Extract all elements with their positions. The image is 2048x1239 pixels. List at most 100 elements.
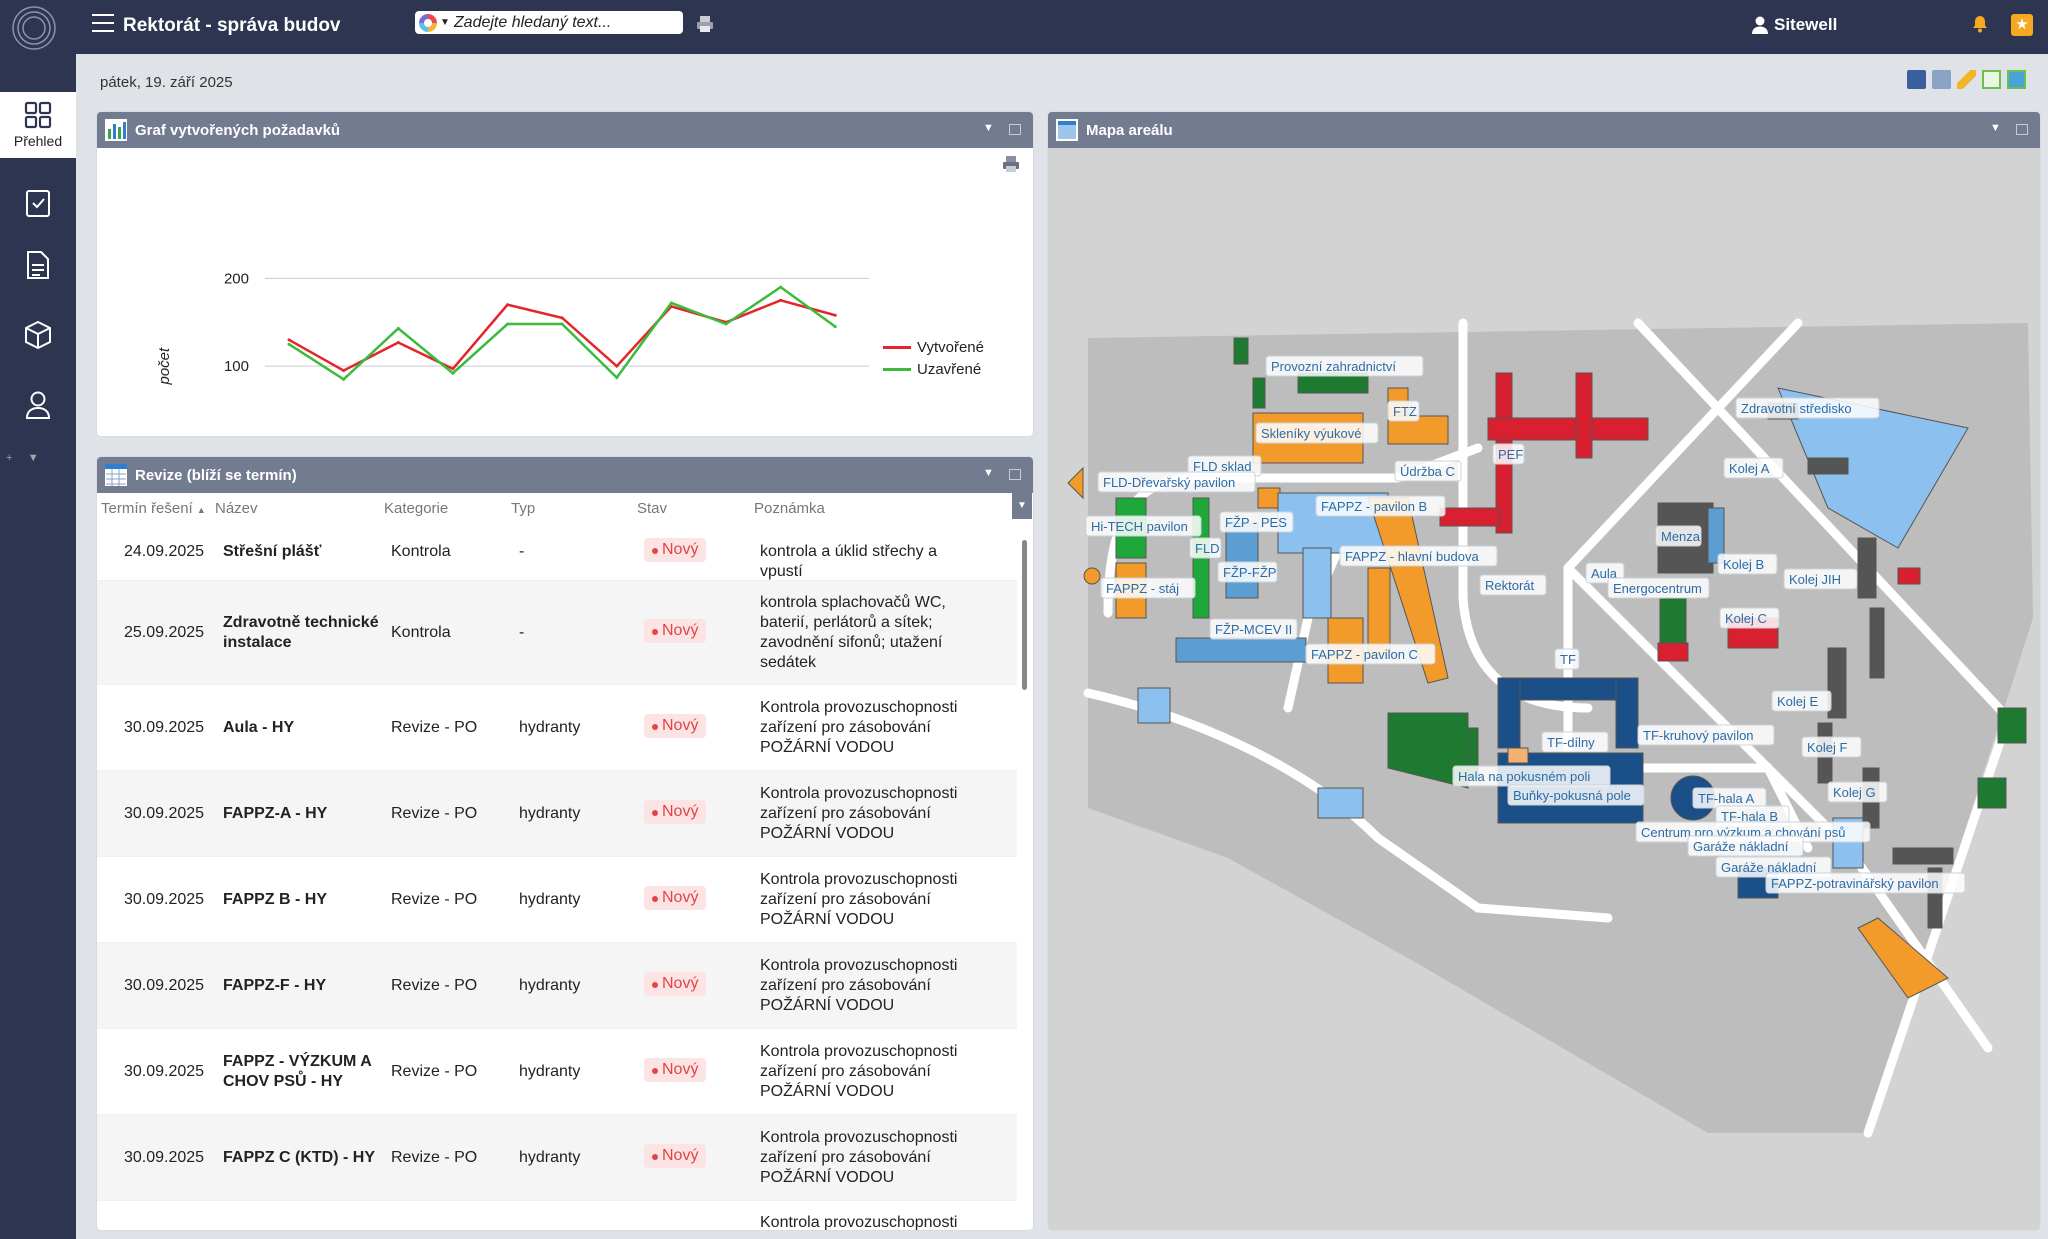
table-row[interactable]: 25.09.2025 Zdravotně technické instalace K… — [97, 581, 1017, 685]
sidebar-item-documents[interactable] — [0, 230, 76, 300]
column-header-status[interactable]: Stav — [637, 500, 668, 517]
map-building-label[interactable]: Hi-TECH pavilon — [1085, 515, 1202, 537]
map-label-background — [1305, 643, 1436, 665]
layout-icon[interactable] — [1932, 70, 1951, 89]
map-building-label[interactable]: FTZ — [1387, 400, 1420, 422]
edit-pencil-icon[interactable] — [1957, 70, 1976, 89]
table-row[interactable]: 30.09.2025 Aula - HY Revize - PO hydranty No… — [97, 685, 1017, 771]
person-icon — [25, 391, 51, 419]
sidebar-item-overview[interactable]: Přehled — [0, 92, 76, 158]
row-name: Zdravotně technické instalace — [223, 614, 379, 651]
column-header-deadline[interactable]: Termín řešení ▲ — [101, 500, 206, 517]
status-badge: Nový — [644, 1058, 707, 1082]
bell-icon[interactable] — [1970, 14, 1990, 34]
map-building-label[interactable]: FAPPZ - pavilon B — [1315, 495, 1446, 517]
y-tick-label: 200 — [224, 270, 249, 287]
row-type: hydranty — [519, 1063, 581, 1080]
table-scrollbar[interactable] — [1022, 540, 1027, 690]
map-label-text: TF-kruhový pavilon — [1643, 728, 1754, 743]
sidebar-item-tasks[interactable] — [0, 176, 76, 230]
map-building-label[interactable]: Kolej G — [1827, 781, 1888, 803]
map-building-label[interactable]: FŽP-FŽP — [1217, 561, 1278, 583]
map-building-label[interactable]: Kolej A — [1723, 457, 1784, 479]
map-building-label[interactable]: FLD sklad — [1187, 455, 1262, 477]
map-building-label[interactable]: Zdravotní středisko — [1735, 397, 1880, 419]
column-header-type[interactable]: Typ — [511, 500, 536, 517]
legend-entry[interactable]: Vytvořené — [883, 336, 984, 358]
map-label-text: Kolej B — [1723, 557, 1764, 572]
map-building-label[interactable]: Energocentrum — [1607, 577, 1710, 599]
legend-entry[interactable]: Uzavřené — [883, 358, 984, 380]
map-building-label[interactable]: Kolej E — [1771, 690, 1832, 712]
map-building-label[interactable]: FAPPZ - hlavní budova — [1339, 545, 1498, 567]
panel-maximize-icon[interactable] — [1009, 124, 1021, 135]
map-building-label[interactable]: Kolej B — [1717, 553, 1778, 575]
table-row[interactable]: 30.09.2025 FAPPZ B - HY Revize - PO hydrant… — [97, 857, 1017, 943]
map-label-background — [1783, 568, 1858, 590]
table-row[interactable]: 30.09.2025 FAPPZ C (KTD) - HY Revize - PO h… — [97, 1115, 1017, 1201]
panel-maximize-icon[interactable] — [1009, 469, 1021, 480]
table-row[interactable]: 30.09.2025 FAPPZ-F - HY Revize - PO hydrant… — [97, 943, 1017, 1029]
map-building-label[interactable]: TF-hala B — [1715, 805, 1790, 827]
campus-map[interactable]: Provozní zahradnictví FTZ Zdravotní středi… — [1048, 148, 2040, 1230]
panel-collapse-icon[interactable]: ▼ — [1990, 122, 2001, 134]
map-building-label[interactable]: Hala na pokusném poli — [1452, 765, 1611, 787]
sidebar-item-users[interactable] — [0, 370, 76, 440]
table-row[interactable]: 30.09.2025 FAPPZ - VÝZKUM A CHOV PSŮ - HY… — [97, 1029, 1017, 1115]
map-building-label[interactable]: Garáže nákladní — [1715, 856, 1832, 878]
widget-grid-icon[interactable] — [2007, 70, 2026, 89]
app-logo[interactable] — [10, 4, 58, 52]
user-menu[interactable]: Sitewell — [1752, 15, 1837, 35]
search-input[interactable] — [453, 13, 674, 32]
save-layout-icon[interactable] — [1907, 70, 1926, 89]
map-building-label[interactable]: FAPPZ-potravinářský pavilon — [1765, 872, 1966, 894]
favorites-star-icon[interactable]: ★ — [2011, 14, 2033, 36]
table-row[interactable]: 24.09.2025 Střešní plášť Kontrola - Nový kont… — [97, 523, 1017, 581]
map-building-label[interactable]: Menza — [1655, 525, 1702, 547]
column-header-note[interactable]: Poznámka — [754, 500, 825, 517]
search-box[interactable]: ▼ — [415, 11, 683, 34]
map-building-label[interactable]: FLD — [1189, 537, 1222, 559]
sidebar-expand-icon[interactable]: + ▼ — [6, 452, 39, 464]
map-building-label[interactable]: Rektorát — [1479, 574, 1547, 596]
map-building-label[interactable]: TF-hala A — [1692, 787, 1767, 809]
row-deadline: 30.09.2025 — [124, 977, 205, 994]
column-header-category[interactable]: Kategorie — [384, 500, 449, 517]
map-panel-title: Mapa areálu — [1086, 121, 1173, 139]
map-building-label[interactable]: Garáže nákladní — [1687, 835, 1804, 857]
sidebar-item-buildings[interactable] — [0, 300, 76, 370]
map-building-label[interactable]: FAPPZ - stáj — [1100, 577, 1196, 599]
add-widget-icon[interactable] — [1982, 70, 2001, 89]
table-row[interactable]: 30.09.2025 FAPPZ-A - HY Revize - PO hydrant… — [97, 771, 1017, 857]
user-icon — [1752, 16, 1768, 34]
chevron-down-icon[interactable]: ▼ — [440, 17, 450, 28]
map-building-label[interactable]: FŽP-MCEV II — [1209, 618, 1298, 640]
map-building-label[interactable]: Údržba C — [1394, 460, 1462, 482]
chart-print-icon[interactable] — [1001, 154, 1021, 174]
column-header-name[interactable]: Název — [215, 500, 258, 517]
search-scope-icon[interactable] — [419, 13, 437, 32]
map-building-label[interactable]: Skleníky výukové — [1255, 422, 1379, 444]
map-building-label[interactable]: Kolej JIH — [1783, 568, 1858, 590]
map-label-text: Aula — [1591, 566, 1618, 581]
column-menu-chevron-icon[interactable]: ▼ — [1012, 493, 1032, 519]
panel-collapse-icon[interactable]: ▼ — [983, 122, 994, 134]
map-building-label[interactable]: FLD-Dřevařský pavilon — [1097, 471, 1256, 493]
campus-map-canvas[interactable]: Provozní zahradnictví FTZ Zdravotní středi… — [1048, 148, 2040, 1230]
map-building-label[interactable]: TF-kruhový pavilon — [1637, 724, 1775, 746]
map-building-label[interactable]: TF — [1554, 648, 1580, 670]
panel-maximize-icon[interactable] — [2016, 124, 2028, 135]
data-point — [833, 313, 837, 317]
map-building-label[interactable]: Kolej C — [1719, 607, 1780, 629]
panel-collapse-icon[interactable]: ▼ — [983, 467, 994, 479]
map-building-label[interactable]: Kolej F — [1801, 736, 1862, 758]
map-building-label[interactable]: Buňky-pokusná pole — [1507, 784, 1645, 806]
map-building-label[interactable]: PEF — [1492, 443, 1525, 465]
menu-icon[interactable] — [92, 14, 114, 34]
map-building-label[interactable]: Provozní zahradnictví — [1265, 355, 1424, 377]
map-building-label[interactable]: FŽP - PES — [1219, 511, 1294, 533]
map-building-label[interactable]: FAPPZ - pavilon C — [1305, 643, 1436, 665]
table-row[interactable]: Kontrola provozuschopnosti — [97, 1201, 1017, 1230]
map-building-label[interactable]: TF-dílny — [1541, 731, 1609, 753]
print-icon[interactable] — [695, 14, 715, 34]
